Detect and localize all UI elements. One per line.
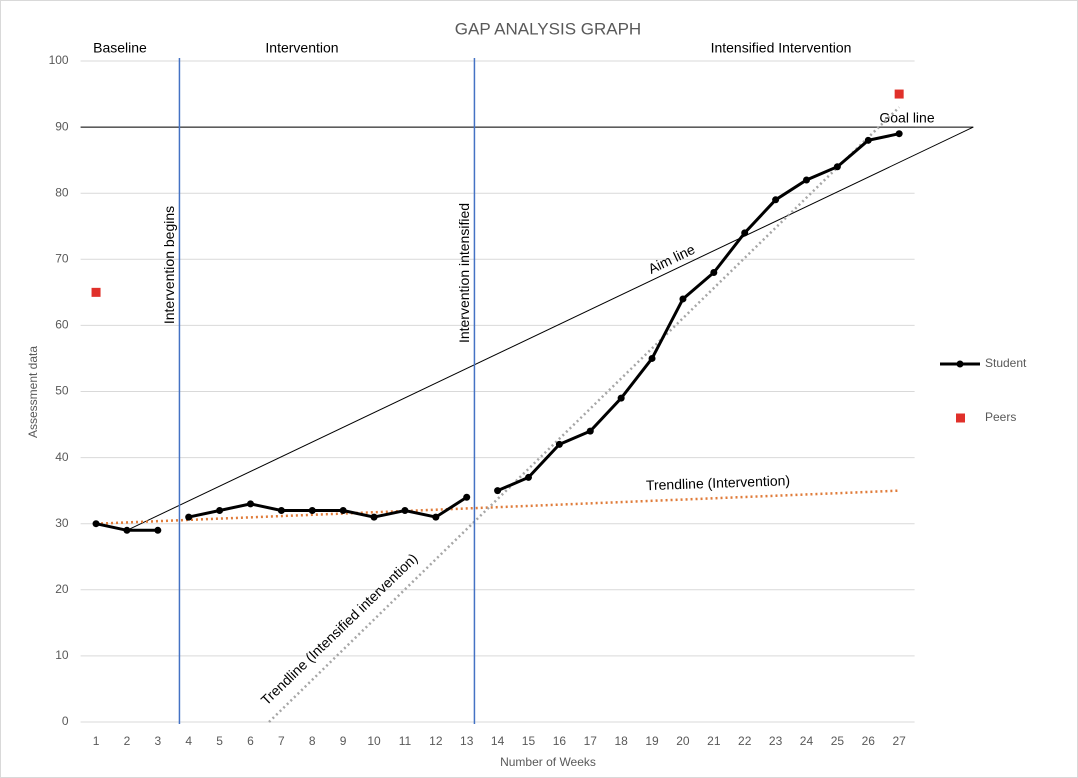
y-tick-label: 10 — [55, 648, 69, 662]
x-tick-label: 20 — [676, 734, 690, 748]
legend-marker — [956, 360, 964, 368]
marker — [524, 473, 532, 481]
x-tick-label: 3 — [154, 734, 161, 748]
x-tick-label: 25 — [831, 734, 845, 748]
marker — [370, 513, 378, 521]
marker — [741, 229, 749, 237]
x-tick-label: 10 — [367, 734, 381, 748]
phase-label: Intervention begins — [161, 206, 177, 324]
y-tick-label: 50 — [55, 384, 69, 398]
marker — [339, 506, 347, 514]
x-tick-label: 16 — [553, 734, 567, 748]
marker — [648, 354, 656, 362]
x-tick-label: 2 — [124, 734, 131, 748]
x-tick-label: 23 — [769, 734, 783, 748]
marker — [586, 427, 594, 435]
marker — [92, 520, 100, 528]
y-tick-label: 60 — [55, 318, 69, 332]
reference-line — [268, 106, 901, 723]
y-tick-label: 30 — [55, 516, 69, 530]
marker — [802, 176, 810, 184]
y-axis-label: Assessment data — [26, 346, 40, 438]
marker — [679, 295, 687, 303]
marker — [895, 130, 903, 138]
marker — [246, 500, 254, 508]
marker — [277, 506, 285, 514]
x-tick-label: 5 — [216, 734, 223, 748]
x-tick-label: 21 — [707, 734, 721, 748]
x-tick-label: 18 — [614, 734, 628, 748]
x-tick-label: 26 — [862, 734, 876, 748]
marker — [710, 269, 718, 277]
reference-line — [126, 126, 974, 531]
x-tick-label: 13 — [460, 734, 474, 748]
legend-label: Peers — [985, 410, 1016, 424]
y-tick-label: 40 — [55, 450, 69, 464]
chart-title: GAP ANALYSIS GRAPH — [455, 19, 641, 38]
y-tick-label: 0 — [62, 714, 69, 728]
marker — [123, 526, 131, 534]
y-tick-label: 100 — [49, 53, 69, 67]
marker — [833, 163, 841, 171]
y-tick-label: 20 — [55, 582, 69, 596]
x-tick-label: 6 — [247, 734, 254, 748]
marker — [617, 394, 625, 402]
section-label: Intensified Intervention — [711, 40, 852, 56]
x-tick-label: 11 — [399, 734, 412, 748]
x-tick-label: 7 — [278, 734, 285, 748]
x-tick-label: 19 — [645, 734, 659, 748]
legend-label: Student — [985, 356, 1027, 370]
x-tick-label: 27 — [892, 734, 906, 748]
series-line — [188, 495, 468, 519]
phase-label: Intervention intensified — [456, 203, 472, 343]
x-tick-label: 1 — [93, 734, 100, 748]
marker — [494, 487, 502, 495]
legend-marker — [956, 413, 965, 423]
marker — [864, 136, 872, 144]
x-tick-label: 4 — [185, 734, 192, 748]
x-tick-label: 24 — [800, 734, 814, 748]
marker — [185, 513, 193, 521]
reference-label: Trendline (Intervention) — [646, 472, 791, 493]
marker — [216, 506, 224, 514]
x-tick-label: 12 — [429, 734, 443, 748]
x-tick-label: 17 — [584, 734, 598, 748]
y-tick-label: 70 — [55, 251, 69, 265]
x-tick-label: 15 — [522, 734, 536, 748]
y-tick-label: 80 — [55, 185, 69, 199]
marker — [91, 287, 101, 297]
marker — [555, 440, 563, 448]
y-tick-label: 90 — [55, 119, 69, 133]
marker — [432, 513, 440, 521]
marker — [772, 196, 780, 204]
x-tick-label: 22 — [738, 734, 752, 748]
x-tick-label: 9 — [340, 734, 347, 748]
marker — [154, 526, 162, 534]
reference-label: Goal line — [879, 110, 934, 126]
x-axis-label: Number of Weeks — [500, 755, 596, 769]
x-tick-label: 8 — [309, 734, 316, 748]
x-tick-label: 14 — [491, 734, 505, 748]
section-label: Baseline — [93, 40, 147, 56]
section-label: Intervention — [265, 40, 338, 56]
marker — [308, 506, 316, 514]
marker — [401, 506, 409, 514]
marker — [894, 89, 904, 99]
series-line — [497, 132, 900, 493]
reference-line — [95, 489, 900, 525]
marker — [463, 493, 471, 501]
